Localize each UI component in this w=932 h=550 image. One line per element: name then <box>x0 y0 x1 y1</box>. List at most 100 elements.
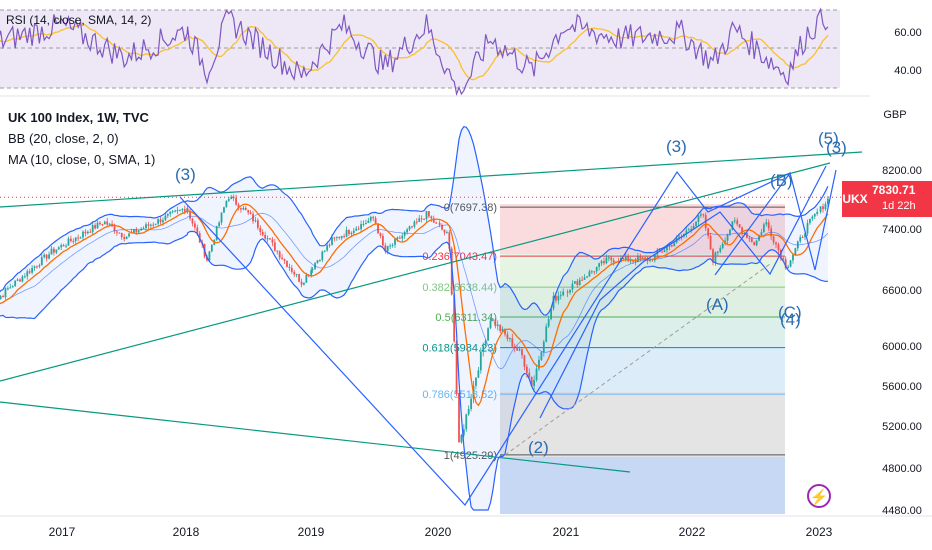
candle-body <box>460 434 463 443</box>
candle-body <box>557 295 560 301</box>
candle-body <box>135 229 138 233</box>
wave-path-tertiary[interactable] <box>714 169 837 276</box>
y-tick-label: 7400.00 <box>882 224 922 236</box>
candle-body <box>171 211 174 213</box>
candle-body <box>386 246 389 252</box>
wave-path-secondary[interactable] <box>539 165 827 419</box>
drawings[interactable] <box>0 151 863 506</box>
candle-body <box>733 220 736 222</box>
candle-body <box>65 245 67 247</box>
candle-body <box>738 224 741 228</box>
candle-body <box>641 257 644 259</box>
candle-body <box>103 221 106 225</box>
trendline-lower[interactable] <box>0 401 631 473</box>
candle-body <box>290 267 293 272</box>
chart-title[interactable]: UK 100 Index, 1W, TVC <box>8 110 149 125</box>
candle-body <box>120 232 123 238</box>
trendline-mid[interactable] <box>0 162 831 382</box>
candle-body <box>697 215 700 222</box>
bb-lower <box>0 230 828 511</box>
rsi-legend: RSI (14, close, SMA, 14, 2) <box>6 13 151 27</box>
candle-body <box>381 235 384 246</box>
candle-body <box>149 224 152 226</box>
candle-body <box>801 237 804 239</box>
ma-legend[interactable]: MA (10, close, 0, SMA, 1) <box>8 152 156 167</box>
candle-body <box>545 326 548 342</box>
candle-body <box>2 296 4 298</box>
candle-body <box>401 235 404 239</box>
candle-body <box>661 251 664 253</box>
candle-body <box>479 351 482 371</box>
candle-body <box>712 249 714 263</box>
candle-body <box>806 223 809 234</box>
candle-body <box>423 218 425 220</box>
candle-body <box>295 274 298 276</box>
candle-body <box>215 226 218 240</box>
candle-body <box>45 254 48 259</box>
wave-path-primary[interactable] <box>179 170 791 506</box>
candle-body <box>702 214 705 216</box>
candle-body <box>365 223 367 225</box>
candle-body <box>632 260 634 262</box>
candle-body <box>273 242 276 251</box>
candle-body <box>305 275 308 283</box>
candle-body <box>218 222 221 227</box>
candle-body <box>792 254 794 261</box>
candle-body <box>300 281 303 285</box>
candle-body <box>605 257 608 264</box>
x-tick-label: 2017 <box>49 525 76 539</box>
candle-body <box>760 232 763 235</box>
candle-body <box>489 320 492 329</box>
candle-body <box>338 236 341 239</box>
candle-body <box>678 236 680 238</box>
candle-body <box>552 295 555 309</box>
lightning-icon[interactable]: ⚡ <box>807 484 831 508</box>
y-tick-label: 6600.00 <box>882 285 922 297</box>
candle-body <box>593 271 596 273</box>
candle-body <box>784 259 787 269</box>
candle-body <box>794 248 797 255</box>
candle-body <box>164 215 167 221</box>
candle-body <box>653 254 656 261</box>
candle-body <box>639 256 642 259</box>
trendline-upper[interactable] <box>0 151 863 208</box>
dashed-projection[interactable] <box>504 263 771 456</box>
candle-body <box>360 224 362 230</box>
candle-body <box>230 196 233 200</box>
badge-countdown: 1d 22h <box>882 200 916 212</box>
fib-zone-ext <box>500 457 785 514</box>
candle-body <box>0 296 2 300</box>
candle-body <box>750 238 753 243</box>
candle-body <box>408 226 411 230</box>
candle-body <box>33 266 36 268</box>
candle-body <box>508 338 511 340</box>
candle-body <box>748 237 751 239</box>
bb-legend[interactable]: BB (20, close, 2, 0) <box>8 131 119 146</box>
candle-body <box>123 237 126 240</box>
candle-body <box>767 222 770 229</box>
y-tick-label: 4480.00 <box>882 505 922 517</box>
time-axis[interactable]: 2017 2018 2019 2020 2021 2022 2023 <box>0 515 932 539</box>
candle-body <box>4 288 7 298</box>
candle-body <box>714 252 717 263</box>
candle-body <box>84 231 87 234</box>
y-tick-label: 4800.00 <box>882 463 922 475</box>
candle-body <box>94 225 97 229</box>
candle-body <box>350 232 353 235</box>
candle-body <box>453 294 456 342</box>
candle-body <box>40 257 43 266</box>
candle-body <box>501 328 504 332</box>
overlays <box>0 126 842 511</box>
candle-body <box>276 250 279 252</box>
candle-body <box>666 246 668 251</box>
candle-body <box>819 206 822 212</box>
candle-body <box>569 289 571 293</box>
candle-body <box>379 233 382 236</box>
rsi-band <box>0 10 840 88</box>
wave-labels: (3) (3) (5) (3) (B) (A) (C) (4) (2) <box>175 129 847 457</box>
candle-body <box>31 267 34 273</box>
candle-body <box>91 225 94 233</box>
price-axis[interactable]: 60.00 40.00 GBP 8200.00 7400.00 6600.00 600… <box>870 0 932 517</box>
candle-body <box>530 376 533 386</box>
